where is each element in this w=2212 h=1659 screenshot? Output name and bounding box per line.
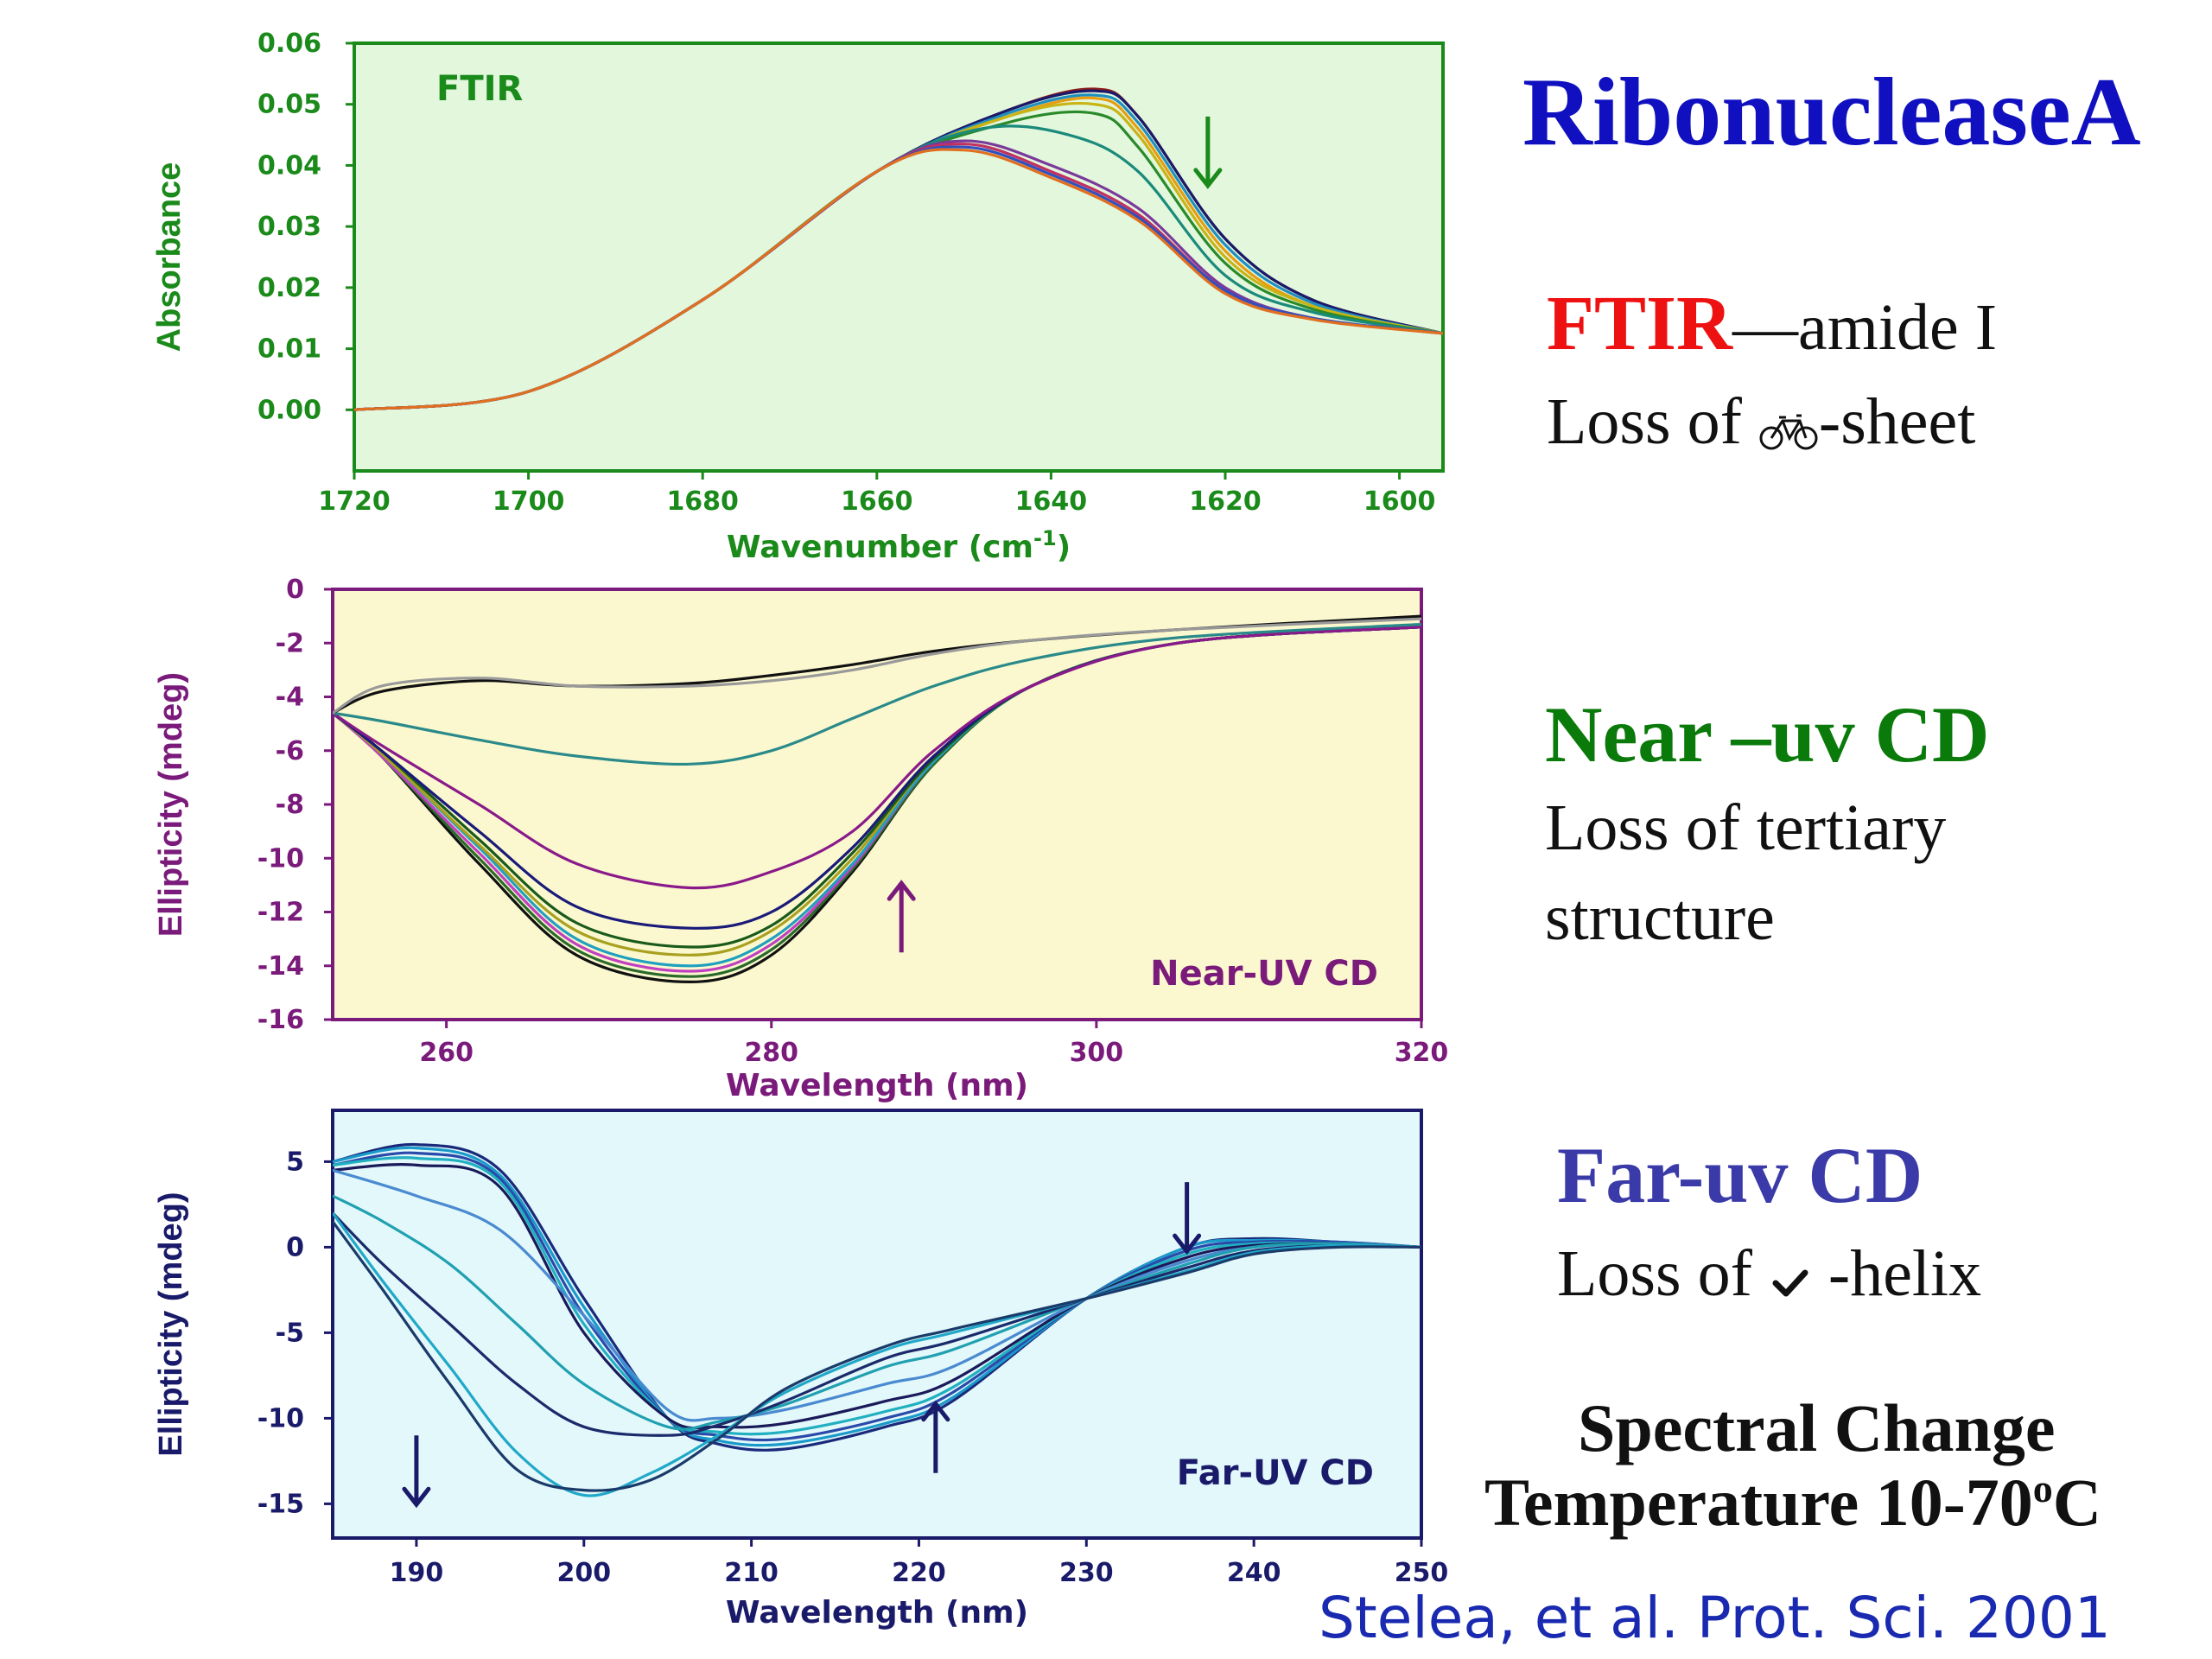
y-tick-label: -2 <box>276 628 304 658</box>
far-uv-desc: Loss of -helix <box>1557 1241 1981 1313</box>
series-line-4 <box>333 1156 1421 1436</box>
y-tick-label: 0.01 <box>257 334 321 365</box>
far-uv-desc-prefix: Loss of <box>1557 1237 1769 1310</box>
y-tick-label: 0 <box>286 575 304 605</box>
ftir-section: FTIR—amide I <box>1547 285 1997 363</box>
series-line-2 <box>333 1146 1421 1447</box>
x-tick-label: 190 <box>390 1558 444 1588</box>
x-tick-label: 220 <box>892 1558 946 1588</box>
ftir-desc-suffix: -sheet <box>1818 385 1976 458</box>
x-tick-label: 240 <box>1227 1558 1281 1588</box>
summary-superscript: o <box>2032 1466 2053 1510</box>
series-line-7 <box>333 1194 1421 1431</box>
series-line-11 <box>354 148 1443 411</box>
panel-label: Far-UV CD <box>1177 1453 1374 1493</box>
y-axis-label: Absorbance <box>151 162 188 353</box>
ftir-desc-prefix: Loss of <box>1547 385 1758 458</box>
summary-line2-prefix: Temperature 10-70 <box>1484 1465 2033 1540</box>
y-tick-label: 0.03 <box>257 212 321 242</box>
y-tick-label: -15 <box>257 1489 304 1519</box>
x-tick-label: 210 <box>724 1558 779 1588</box>
y-tick-label: -12 <box>257 898 304 928</box>
y-tick-label: -10 <box>257 843 304 874</box>
y-tick-label: 0.06 <box>257 29 321 59</box>
x-tick-label: 1700 <box>493 486 565 517</box>
x-tick-label: 1640 <box>1015 486 1088 517</box>
down-arrow-icon-3-head <box>1173 1233 1202 1255</box>
down-arrow-icon-1-head <box>402 1486 431 1509</box>
y-axis-label: Ellipticity (mdeg) <box>153 1192 189 1456</box>
checkmark-icon <box>1769 1248 1812 1313</box>
series-line-5 <box>333 1163 1421 1430</box>
y-tick-label: 0 <box>286 1232 304 1262</box>
series-line-9 <box>333 1211 1421 1497</box>
series-line-9 <box>333 622 1421 766</box>
x-tick-label: 320 <box>1395 1038 1449 1068</box>
series-line-8 <box>333 626 1421 890</box>
x-tick-label: 250 <box>1395 1558 1449 1588</box>
near-uv-desc-line2: structure <box>1545 881 1775 954</box>
ftir-desc: Loss of -sheet <box>1547 389 1975 461</box>
series-line-3 <box>333 1151 1421 1442</box>
x-tick-label: 280 <box>744 1038 798 1068</box>
summary-line1: Spectral Change <box>1578 1390 2056 1465</box>
series-line-8 <box>333 1211 1421 1437</box>
up-arrow-icon-1-head <box>887 880 916 901</box>
y-tick-label: 0.04 <box>257 150 321 181</box>
x-tick-label: 300 <box>1070 1038 1124 1068</box>
x-tick-label: 200 <box>556 1558 611 1588</box>
series-group <box>333 614 1421 984</box>
x-tick-label: 1680 <box>666 486 739 517</box>
x-tick-label: 1600 <box>1363 486 1436 517</box>
summary-line2-suffix: C <box>2052 1465 2102 1540</box>
y-tick-label: -4 <box>276 683 304 713</box>
x-tick-label: 260 <box>419 1038 474 1068</box>
x-axis-label: Wavelength (nm) <box>726 1068 1028 1103</box>
y-tick-label: 0.05 <box>257 90 321 120</box>
series-group <box>333 1142 1421 1497</box>
y-tick-label: -6 <box>276 736 304 766</box>
y-tick-label: -14 <box>257 951 304 982</box>
y-tick-label: 0.02 <box>257 273 321 303</box>
x-tick-label: 230 <box>1059 1558 1114 1588</box>
x-axis-label: Wavelength (nm) <box>726 1595 1028 1630</box>
y-tick-label: 0.00 <box>257 395 321 425</box>
y-axis-label: Ellipticity (mdeg) <box>153 672 189 937</box>
chart-1: 1720 1700 1680 1660 1640 1620 1600 0.06 0.05 0.04… <box>151 29 1445 565</box>
chart-2: 260 280 300 320 0 -2 -4 -6 -8 -10 -12 -14 -16 Wavelen… <box>153 575 1448 1103</box>
near-uv-heading: Near –uv CD <box>1545 690 1990 779</box>
far-uv-desc-suffix: -helix <box>1811 1237 1982 1310</box>
panel-label: FTIR <box>436 69 523 109</box>
x-axis-label: Wavenumber (cm-1) <box>727 526 1071 565</box>
panel-label: Near-UV CD <box>1150 954 1378 994</box>
y-tick-label: -16 <box>257 1005 304 1035</box>
chart-3: 190 200 210 220 230 240 250 5 0 -5 -10 -15 Wavelengt… <box>153 1109 1449 1630</box>
plot-area <box>353 41 1445 473</box>
y-tick-label: -10 <box>257 1403 304 1433</box>
bicycle-icon <box>1758 396 1819 461</box>
ftir-heading: FTIR <box>1547 281 1733 366</box>
x-tick-label: 1720 <box>318 486 391 517</box>
near-uv-desc-line1: Loss of tertiary <box>1545 791 1947 864</box>
x-tick-label: 1620 <box>1189 486 1262 517</box>
y-tick-label: -8 <box>276 790 304 820</box>
slide-title: RibonucleaseA <box>1522 59 2141 166</box>
up-arrow-icon-2-head <box>921 1400 950 1422</box>
series-group <box>354 87 1443 411</box>
y-tick-label: 5 <box>286 1147 304 1177</box>
down-arrow-icon-1-head <box>1193 168 1223 189</box>
far-uv-heading: Far-uv CD <box>1557 1131 1923 1219</box>
series-line-10 <box>333 1220 1421 1492</box>
y-tick-label: -5 <box>276 1318 304 1348</box>
x-tick-label: 1660 <box>841 486 913 517</box>
series-line-11 <box>333 617 1421 715</box>
charts-layer: 1720 1700 1680 1660 1640 1620 1600 0.06 0.05 0.04… <box>151 29 1448 1630</box>
summary-line2: Temperature 10-70oC <box>1484 1469 2101 1536</box>
citation: Stelea, et al. Prot. Sci. 2001 <box>1319 1585 2111 1651</box>
ftir-heading-suffix: —amide I <box>1732 291 1998 364</box>
